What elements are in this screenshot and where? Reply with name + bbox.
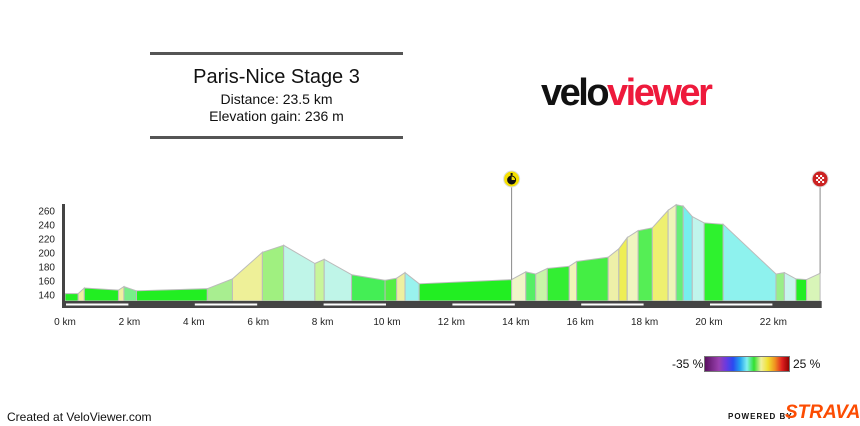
profile-segment xyxy=(806,272,821,302)
y-tick-label: 240 xyxy=(38,221,55,232)
profile-segment xyxy=(206,278,233,302)
y-tick-label: 200 xyxy=(38,249,55,260)
powered-by-text: POWERED BY xyxy=(728,412,793,421)
checker-square xyxy=(820,175,823,177)
x-tick-label: 20 km xyxy=(695,317,722,328)
checkered-flag-icon xyxy=(811,170,829,188)
profile-segment xyxy=(546,265,570,302)
x-axis-band xyxy=(62,301,822,308)
stopwatch-hand xyxy=(511,176,516,180)
x-tick-label: 14 km xyxy=(502,317,529,328)
profile-segment xyxy=(703,222,724,302)
x-tick-label: 0 km xyxy=(54,317,76,328)
legend-min-label: -35 % xyxy=(672,357,704,371)
y-tick-label: 160 xyxy=(38,277,55,288)
distance-scale-dash xyxy=(452,303,515,306)
distance-scale-dash xyxy=(66,303,129,306)
y-tick-label: 220 xyxy=(38,235,55,246)
profile-segment xyxy=(64,293,79,302)
profile-segment xyxy=(637,227,653,302)
profile-segment xyxy=(535,267,548,302)
checker-square xyxy=(816,175,819,177)
checker-square xyxy=(822,181,825,183)
profile-segment xyxy=(77,286,85,302)
y-tick-label: 140 xyxy=(38,291,55,302)
strava-logo: STRAVA xyxy=(785,402,860,423)
x-tick-label: 16 km xyxy=(567,317,594,328)
distance-scale-dash xyxy=(323,303,386,306)
profile-segment xyxy=(691,215,705,302)
x-tick-label: 2 km xyxy=(119,317,141,328)
credit-text: Created at VeloViewer.com xyxy=(7,410,152,424)
checker-square xyxy=(818,181,821,183)
profile-segment xyxy=(123,285,137,302)
logo-viewer: viewer xyxy=(607,72,713,114)
profile-segment xyxy=(83,287,119,302)
x-tick-label: 6 km xyxy=(247,317,269,328)
profile-segment xyxy=(396,271,406,302)
x-tick-label: 12 km xyxy=(438,317,465,328)
logo-velo: velo xyxy=(541,72,610,114)
x-tick-label: 22 km xyxy=(760,317,787,328)
veloviewer-logo: veloviewer xyxy=(541,72,713,115)
y-axis-line xyxy=(62,204,65,306)
legend-max-label: 25 % xyxy=(793,357,821,371)
x-tick-label: 8 km xyxy=(312,317,334,328)
profile-segment xyxy=(404,271,420,302)
y-tick-label: 180 xyxy=(38,263,55,274)
header-bottom-rule xyxy=(150,136,403,139)
profile-segment xyxy=(675,204,684,302)
profile-segment xyxy=(283,244,316,302)
profile-segment xyxy=(261,244,285,302)
profile-segment xyxy=(418,279,513,302)
stopwatch-crown xyxy=(510,173,513,176)
checker-square xyxy=(818,177,821,179)
profile-segment xyxy=(323,258,353,302)
profile-segment xyxy=(775,272,785,302)
header-top-rule xyxy=(150,52,403,55)
profile-segment xyxy=(783,271,797,302)
profile-segment xyxy=(651,208,669,302)
page-title: Paris-Nice Stage 3 xyxy=(193,66,360,88)
distance-text: Distance: 23.5 km xyxy=(220,91,333,107)
elevation-gain-text: Elevation gain: 236 m xyxy=(209,108,344,124)
x-tick-label: 4 km xyxy=(183,317,205,328)
profile-segment xyxy=(525,271,537,302)
profile-segment xyxy=(682,204,693,302)
checker-square xyxy=(820,179,823,181)
gradient-legend-bar xyxy=(704,356,790,372)
profile-segment xyxy=(117,285,125,302)
profile-segment xyxy=(568,260,578,302)
profile-segment xyxy=(722,223,777,302)
distance-scale-dash xyxy=(710,303,773,306)
profile-segment xyxy=(231,251,263,302)
profile-segment xyxy=(667,203,677,302)
profile-segment xyxy=(576,256,609,302)
checker-square xyxy=(816,179,819,181)
profile-segment xyxy=(795,278,808,302)
profile-segment xyxy=(626,229,639,302)
checker-square xyxy=(822,177,825,179)
stopwatch-icon xyxy=(503,170,521,188)
distance-scale-dash xyxy=(581,303,644,306)
profile-segment xyxy=(384,277,398,302)
profile-segment xyxy=(135,288,208,302)
y-tick-label: 260 xyxy=(38,207,55,218)
profile-segment xyxy=(351,274,386,302)
profile-segment xyxy=(607,247,620,302)
profile-segment xyxy=(511,271,527,302)
profile-segment xyxy=(618,236,628,302)
x-tick-label: 10 km xyxy=(373,317,400,328)
profile-segment xyxy=(314,258,325,302)
distance-scale-dash xyxy=(194,303,258,306)
x-tick-label: 18 km xyxy=(631,317,658,328)
